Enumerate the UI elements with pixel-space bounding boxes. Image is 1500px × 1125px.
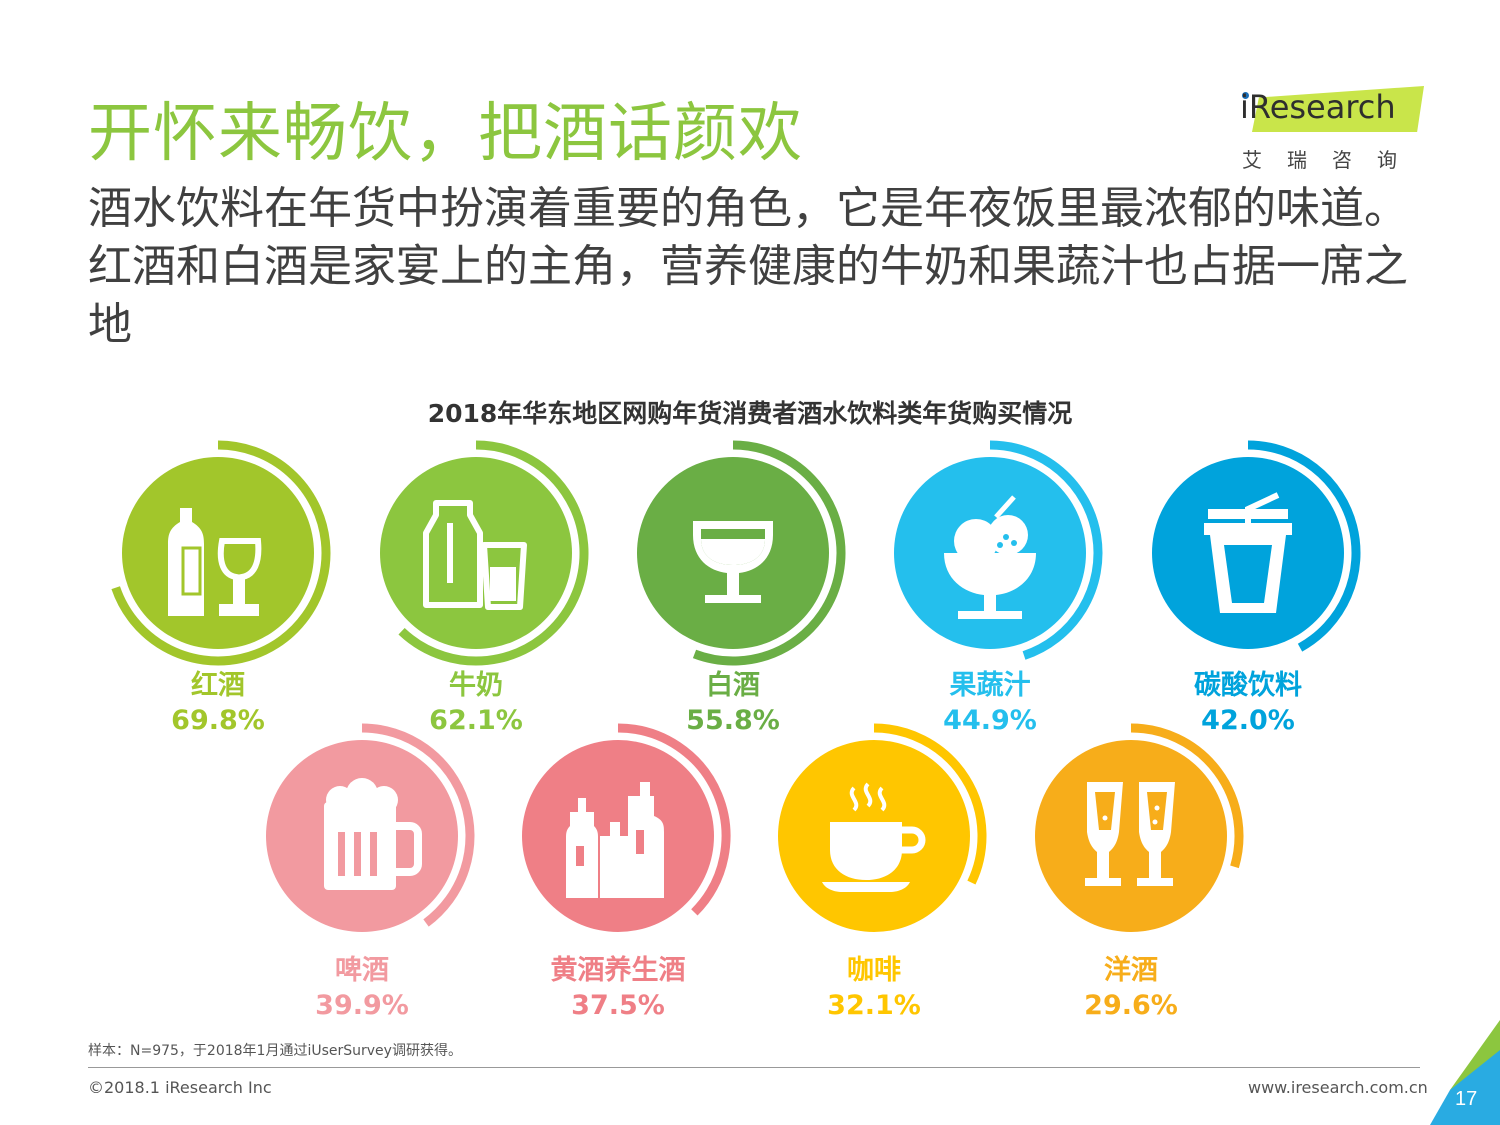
website-link[interactable]: www.iresearch.com.cn bbox=[1248, 1078, 1428, 1097]
category-label: 果蔬汁 bbox=[950, 670, 1031, 701]
value-label: 55.8% bbox=[686, 705, 780, 736]
logo-cn-text: 艾瑞咨询 bbox=[1242, 148, 1422, 172]
category-label: 牛奶 bbox=[449, 670, 503, 701]
footer-divider bbox=[88, 1067, 1420, 1068]
value-label: 37.5% bbox=[571, 990, 665, 1021]
category-label: 洋酒 bbox=[1104, 954, 1158, 986]
category-label: 白酒 bbox=[706, 669, 760, 701]
value-label: 39.9% bbox=[315, 990, 409, 1021]
ring-arc bbox=[692, 440, 846, 666]
ring-item: 碳酸饮料 42.0% bbox=[1152, 440, 1361, 736]
copyright-text: ©2018.1 iResearch Inc bbox=[88, 1078, 272, 1097]
value-label: 62.1% bbox=[429, 705, 523, 736]
category-label: 碳酸饮料 bbox=[1194, 670, 1302, 701]
ring-item: 白酒 55.8% bbox=[637, 440, 846, 736]
ring-arc bbox=[398, 440, 589, 666]
ring-item: 黄酒养生酒 37.5% bbox=[522, 723, 731, 1021]
ring-arc bbox=[873, 723, 987, 885]
page-title: 开怀来畅饮，把酒话颜欢 bbox=[88, 97, 803, 171]
ring-arc bbox=[111, 440, 331, 666]
value-label: 32.1% bbox=[827, 990, 921, 1021]
ring-arc bbox=[617, 723, 731, 916]
page-number: 17 bbox=[1455, 1088, 1478, 1110]
value-label: 44.9% bbox=[943, 705, 1037, 736]
corner-decoration bbox=[1430, 1020, 1500, 1125]
ring-item: 咖啡 32.1% bbox=[778, 723, 987, 1021]
ring-item: 洋酒 29.6% bbox=[1035, 723, 1244, 1021]
ring-item: 红酒 69.8% bbox=[111, 440, 331, 736]
ring-arc bbox=[989, 440, 1103, 660]
ring-arc bbox=[1247, 440, 1361, 652]
chart-title: 2018年华东地区网购年货消费者酒水饮料类年货购买情况 bbox=[427, 399, 1073, 428]
category-label: 红酒 bbox=[191, 669, 245, 701]
iresearch-logo: iResearch 艾瑞咨询 bbox=[1232, 80, 1432, 175]
category-label: 咖啡 bbox=[847, 955, 901, 986]
page-subtitle: 酒水饮料在年货中扮演着重要的角色，它是年夜饭里最浓郁的味道。红酒和白酒是家宴上的… bbox=[88, 183, 1408, 350]
ring-arc bbox=[361, 723, 475, 927]
category-label: 啤酒 bbox=[335, 955, 389, 986]
category-label: 黄酒养生酒 bbox=[551, 954, 686, 986]
ring-disc bbox=[1035, 740, 1227, 932]
sample-footnote: 样本：N=975，于2018年1月通过iUserSurvey调研获得。 bbox=[88, 1043, 462, 1059]
value-label: 29.6% bbox=[1084, 990, 1178, 1021]
ring-item: 果蔬汁 44.9% bbox=[894, 440, 1103, 736]
logo-text: iResearch bbox=[1240, 88, 1396, 126]
ring-disc bbox=[380, 457, 572, 649]
ring-item: 啤酒 39.9% bbox=[266, 723, 475, 1021]
ring-item: 牛奶 62.1% bbox=[380, 440, 589, 736]
value-label: 42.0% bbox=[1201, 705, 1295, 736]
value-label: 69.8% bbox=[171, 705, 265, 736]
ring-arc bbox=[1130, 723, 1244, 869]
logo-dot bbox=[1242, 92, 1249, 99]
